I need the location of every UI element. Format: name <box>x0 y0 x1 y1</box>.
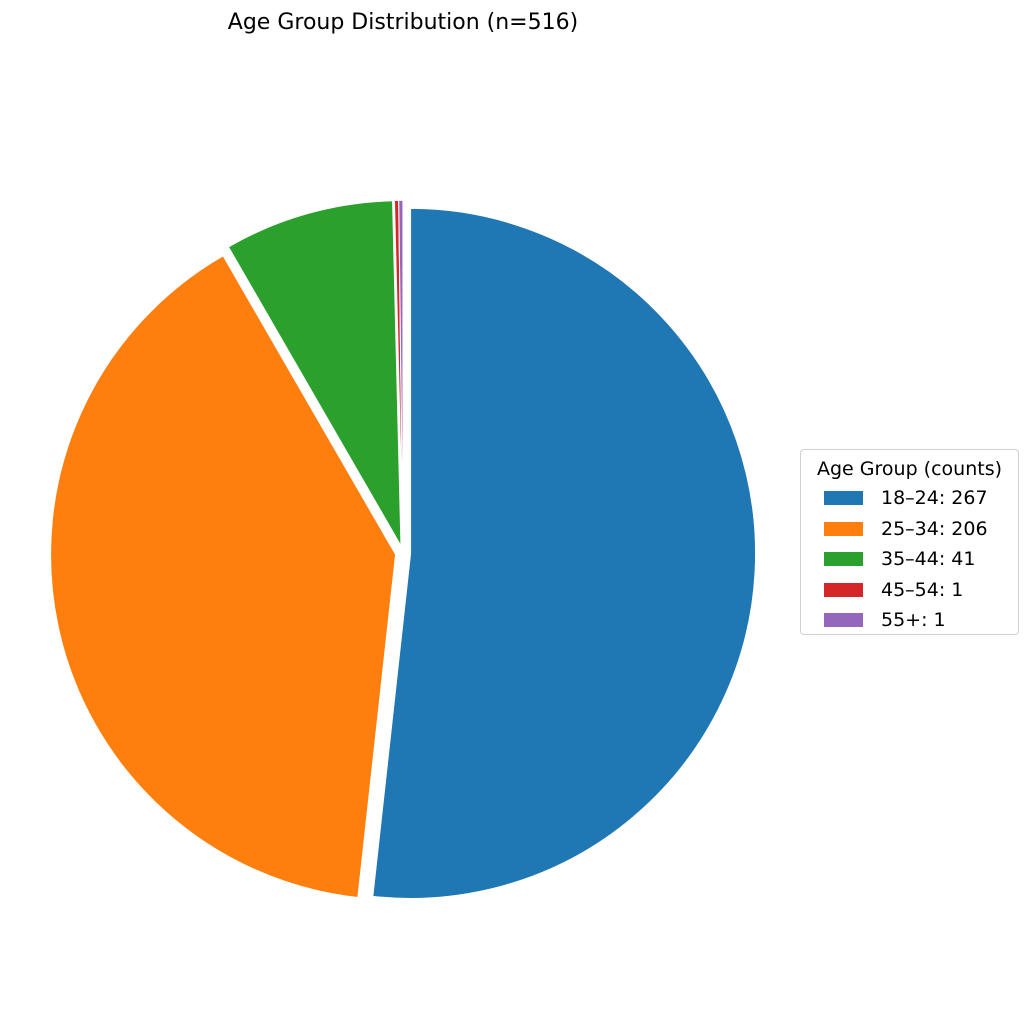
legend-swatch <box>824 613 863 628</box>
pie-slice-18-24 <box>372 207 757 899</box>
legend-label: 45–54: 1 <box>881 578 964 601</box>
chart-title: Age Group Distribution (n=516) <box>227 10 579 35</box>
legend-item-35-44: 35–44: 41 <box>801 544 1018 575</box>
legend: Age Group (counts) 18–24: 267 25–34: 206… <box>800 449 1019 635</box>
legend-label: 55+: 1 <box>881 609 946 632</box>
pie-slice-25-34 <box>50 255 397 899</box>
legend-label: 18–24: 267 <box>881 487 988 510</box>
legend-item-55-plus: 55+: 1 <box>801 605 1018 636</box>
legend-swatch <box>824 521 863 536</box>
legend-item-45-54: 45–54: 1 <box>801 575 1018 606</box>
pie-slice-35-44 <box>227 200 402 546</box>
legend-swatch <box>824 582 863 597</box>
legend-item-18-24: 18–24: 267 <box>801 483 1018 514</box>
legend-title: Age Group (counts) <box>817 458 1002 480</box>
legend-label: 35–44: 41 <box>881 548 976 571</box>
legend-item-25-34: 25–34: 206 <box>801 514 1018 545</box>
legend-swatch <box>824 552 863 567</box>
pie-slice-55 <box>398 199 404 546</box>
legend-label: 25–34: 206 <box>881 517 988 540</box>
legend-swatch <box>824 491 863 506</box>
